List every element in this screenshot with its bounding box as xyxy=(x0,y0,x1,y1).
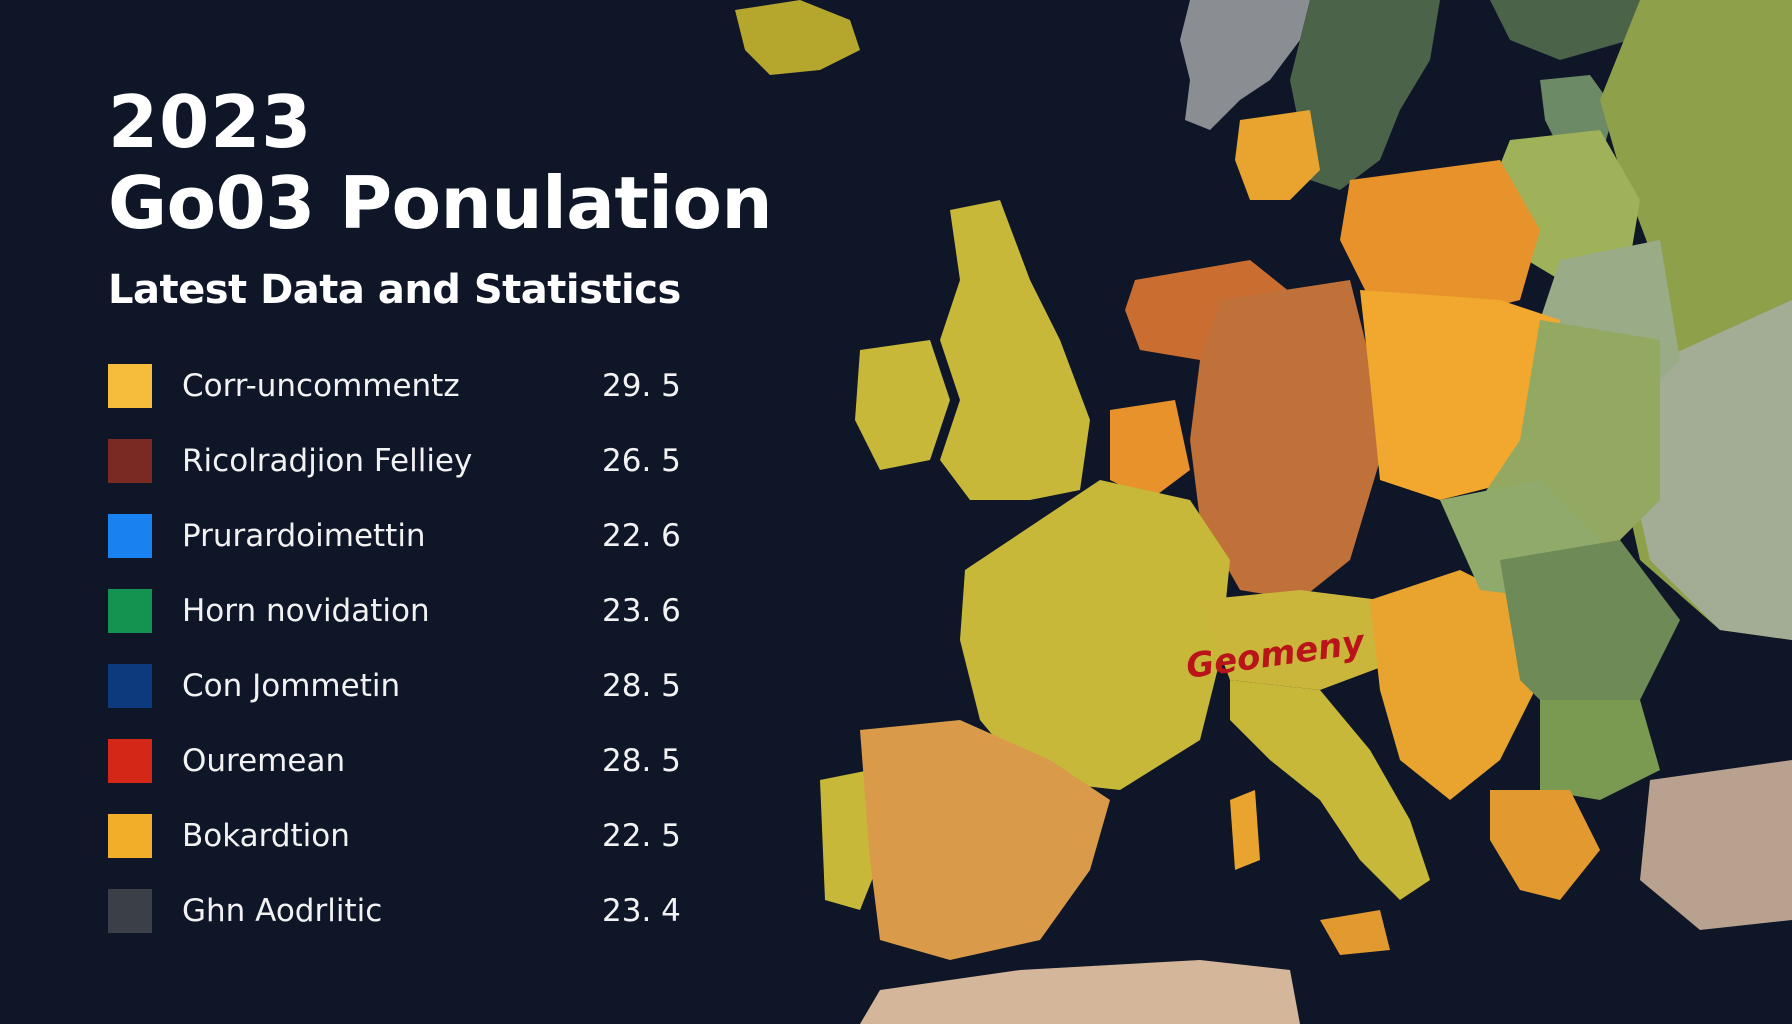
legend-label: Ghn Aodrlitic xyxy=(182,893,383,930)
info-panel: 2023 Go03 Ponulation Latest Data and Sta… xyxy=(108,80,773,949)
legend-label: Horn novidation xyxy=(182,593,430,630)
legend-item: Ouremean 28. 5 xyxy=(108,724,728,799)
map-region-portugal xyxy=(820,770,880,910)
legend-label: Bokardtion xyxy=(182,818,350,855)
legend-label: Ricolradjion Felliey xyxy=(182,443,473,480)
page-title: Go03 Ponulation xyxy=(108,161,773,245)
legend-swatch xyxy=(108,439,152,484)
map-region-north-africa xyxy=(860,960,1300,1024)
map-region-belgium xyxy=(1110,400,1190,500)
legend-item: Horn novidation 23. 6 xyxy=(108,574,728,649)
legend-item: Prurardoimettin 22. 6 xyxy=(108,499,728,574)
legend-value: 29. 5 xyxy=(602,368,681,405)
map-region-finland xyxy=(1490,0,1640,60)
legend-label: Con Jommetin xyxy=(182,668,401,705)
map-region-poland xyxy=(1340,160,1540,320)
map-region-north-island xyxy=(735,0,860,75)
legend-swatch xyxy=(108,514,152,559)
legend-swatch xyxy=(108,364,152,409)
year-heading: 2023 xyxy=(108,80,313,164)
legend: Corr-uncommentz 29. 5 Ricolradjion Felli… xyxy=(108,349,728,949)
map-region-central xyxy=(1360,290,1560,500)
legend-item: Ricolradjion Felliey 26. 5 xyxy=(108,424,728,499)
legend-value: 23. 6 xyxy=(602,593,681,630)
legend-swatch xyxy=(108,664,152,709)
map-region-sicily xyxy=(1320,910,1390,955)
map-region-spain xyxy=(860,720,1110,960)
map-region-east-grey xyxy=(1630,300,1792,640)
map-region-greece xyxy=(1490,790,1600,900)
legend-item: Bokardtion 22. 5 xyxy=(108,799,728,874)
legend-label: Prurardoimettin xyxy=(182,518,426,555)
map-region-balkans xyxy=(1370,570,1540,800)
legend-label: Ouremean xyxy=(182,743,346,780)
legend-item: Ghn Aodrlitic 23. 4 xyxy=(108,874,728,949)
map-region-great-britain xyxy=(940,200,1090,500)
map-region-alps xyxy=(1200,590,1400,690)
legend-swatch xyxy=(108,589,152,634)
legend-value: 28. 5 xyxy=(602,743,681,780)
map-region-turkey xyxy=(1640,760,1792,930)
legend-value: 28. 5 xyxy=(602,668,681,705)
legend-item: Corr-uncommentz 29. 5 xyxy=(108,349,728,424)
legend-item: Con Jommetin 28. 5 xyxy=(108,649,728,724)
map-region-bulgaria xyxy=(1540,700,1660,800)
legend-label: Corr-uncommentz xyxy=(182,368,460,405)
page-subtitle: Latest Data and Statistics xyxy=(108,266,681,313)
map-region-sardinia xyxy=(1230,790,1260,870)
legend-value: 22. 5 xyxy=(602,818,681,855)
map-region-romania xyxy=(1500,540,1680,720)
legend-swatch xyxy=(108,814,152,859)
map-region-ireland xyxy=(855,340,950,470)
map-region-france xyxy=(960,480,1230,790)
map-region-norway xyxy=(1180,0,1310,130)
map-region-italy xyxy=(1230,680,1430,900)
legend-value: 22. 6 xyxy=(602,518,681,555)
legend-value: 26. 5 xyxy=(602,443,681,480)
legend-swatch xyxy=(108,889,152,934)
map-region-denmark xyxy=(1235,110,1320,200)
map-region-sweden xyxy=(1290,0,1440,190)
legend-value: 23. 4 xyxy=(602,893,681,930)
legend-swatch xyxy=(108,739,152,784)
map-region-germany xyxy=(1190,280,1380,600)
